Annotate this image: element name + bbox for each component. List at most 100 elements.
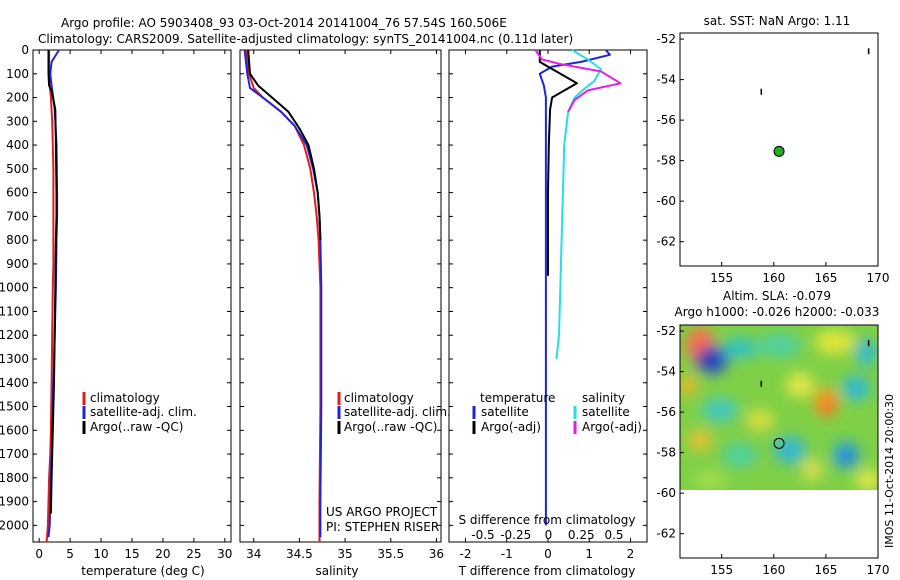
- temperature-xlabel: temperature (deg C): [81, 564, 204, 578]
- difference-series: [534, 49, 622, 526]
- sla-blob: [815, 330, 855, 354]
- y-tick-label: 1300: [0, 352, 29, 366]
- y-tick-label: 300: [6, 114, 29, 128]
- sla-map-lat-ticks: -52 -54 -56 -58 -60 -62: [656, 324, 684, 541]
- legend-label-argo: Argo(..raw -QC): [344, 420, 437, 434]
- salinity-xlabel: salinity: [315, 564, 358, 578]
- y-tick-label: 400: [6, 138, 29, 152]
- series-line-climatology: [45, 50, 55, 543]
- difference-legend: temperature satellite Argo(-adj) salinit…: [472, 391, 642, 434]
- salinity-axes-frame: [239, 49, 442, 543]
- lon-tick-label: 160: [762, 271, 785, 285]
- x-tick-label: 36: [429, 547, 444, 561]
- argo-float-position-marker: [773, 437, 785, 449]
- t-difference-x-ticks: -2 -1 0 1 2: [460, 50, 634, 561]
- lat-tick-label: -60: [656, 486, 676, 500]
- legend-label-satellite: satellite-adj. clim.: [90, 405, 197, 419]
- temperature-legend: climatology satellite-adj. clim. Argo(..…: [82, 391, 197, 434]
- lon-tick-label: 155: [710, 271, 733, 285]
- s-tick-label: 0.5: [604, 528, 623, 542]
- sla-blob: [786, 373, 814, 397]
- sst-map-lat-ticks: -52 -54 -56 -58 -60 -62: [656, 32, 684, 249]
- lat-tick-label: -58: [656, 154, 676, 168]
- sla-blob: [694, 472, 726, 488]
- x-tick-label: 0: [35, 547, 43, 561]
- salinity-x-ticks: 34 34.5 35 35.5 36: [246, 50, 444, 561]
- salinity-legend: climatology satellite-adj. clim. Argo(..…: [337, 391, 451, 434]
- series-line-t-satellite: [538, 49, 611, 526]
- sla-blob: [722, 338, 758, 358]
- x-tick-label: 15: [124, 547, 139, 561]
- y-tick-label: 1200: [0, 328, 29, 342]
- s-difference-xlabel: S difference from climatology: [459, 513, 636, 527]
- x-tick-label: 20: [155, 547, 170, 561]
- lat-tick-label: -58: [656, 446, 676, 460]
- project-annotation: US ARGO PROJECT: [326, 505, 438, 519]
- lon-tick-label: 165: [814, 563, 837, 577]
- t-difference-xlabel: T difference from climatology: [458, 564, 636, 578]
- y-tick-label: 1700: [0, 447, 29, 461]
- legend-label-argo: Argo(..raw -QC): [90, 420, 183, 434]
- timestamp-watermark: IMOS 11-Oct-2014 20:00:30: [883, 394, 896, 548]
- legend-label-t-argo: Argo(-adj): [481, 420, 541, 434]
- sst-map-frame: [679, 32, 879, 267]
- sla-blob: [856, 338, 876, 366]
- series-line-s-satellite: [555, 49, 602, 360]
- lat-tick-label: -56: [656, 113, 676, 127]
- lat-tick-label: -54: [656, 73, 676, 87]
- y-tick-label: 900: [6, 257, 29, 271]
- x-tick-label: 35.5: [377, 547, 404, 561]
- temperature-series: [45, 49, 60, 543]
- legend-label-t-satellite: satellite: [481, 405, 529, 419]
- temperature-x-ticks: 0 5 10 15 20 25 30: [35, 50, 232, 561]
- lon-tick-label: 170: [867, 563, 890, 577]
- y-tick-label: 1100: [0, 304, 29, 318]
- sla-blob: [680, 375, 696, 395]
- x-tick-label: 10: [93, 547, 108, 561]
- x-tick-label: 34: [246, 547, 261, 561]
- x-tick-label: 25: [186, 547, 201, 561]
- salinity-panel: 34 34.5 35 35.5 36 salinity climatology sate…: [239, 49, 451, 578]
- salinity-series: [243, 49, 323, 542]
- y-tick-label: 1000: [0, 281, 29, 295]
- s-tick-label: -0.5: [471, 528, 494, 542]
- lat-tick-label: -62: [656, 235, 676, 249]
- lon-tick-label: 165: [814, 271, 837, 285]
- sla-heatmap: [680, 325, 878, 490]
- s-tick-label: 0.25: [568, 528, 595, 542]
- y-tick-label: 2000: [0, 518, 29, 532]
- sla-blob: [822, 401, 834, 415]
- sla-blob: [702, 398, 738, 422]
- y-tick-label: 1800: [0, 471, 29, 485]
- sla-map-title: Altim. SLA: -0.079: [723, 289, 831, 303]
- legend-label-s-argo: Argo(-adj): [582, 420, 642, 434]
- sla-map-frame: [679, 324, 879, 559]
- legend-label-climatology: climatology: [90, 391, 160, 405]
- lat-tick-label: -52: [656, 324, 676, 338]
- lat-tick-label: -56: [656, 405, 676, 419]
- series-line-argo: [47, 50, 58, 514]
- sla-blob: [758, 333, 802, 357]
- sla-map-lon-ticks: 155 160 165 170: [710, 554, 889, 577]
- sla-blob: [856, 470, 878, 490]
- sla-blob: [722, 443, 758, 467]
- x-tick-label: 1: [585, 547, 593, 561]
- legend-label-satellite: satellite-adj. clim.: [344, 405, 451, 419]
- x-tick-label: -1: [501, 547, 513, 561]
- sla-blob: [842, 376, 870, 400]
- series-line-t-argo: [538, 50, 578, 276]
- y-tick-label: 1600: [0, 423, 29, 437]
- lon-tick-label: 155: [710, 563, 733, 577]
- difference-axes-frame: [448, 49, 648, 543]
- y-tick-label: 700: [6, 209, 29, 223]
- lat-tick-label: -60: [656, 194, 676, 208]
- sst-map-title: sat. SST: NaN Argo: 1.11: [704, 14, 851, 28]
- x-tick-label: 34.5: [286, 547, 313, 561]
- y-tick-label: 1500: [0, 400, 29, 414]
- y-tick-label: 600: [6, 186, 29, 200]
- s-tick-label: -0.25: [500, 528, 531, 542]
- lon-tick-label: 170: [867, 271, 890, 285]
- series-line-s-argo: [534, 49, 622, 113]
- y-tick-label: 200: [6, 91, 29, 105]
